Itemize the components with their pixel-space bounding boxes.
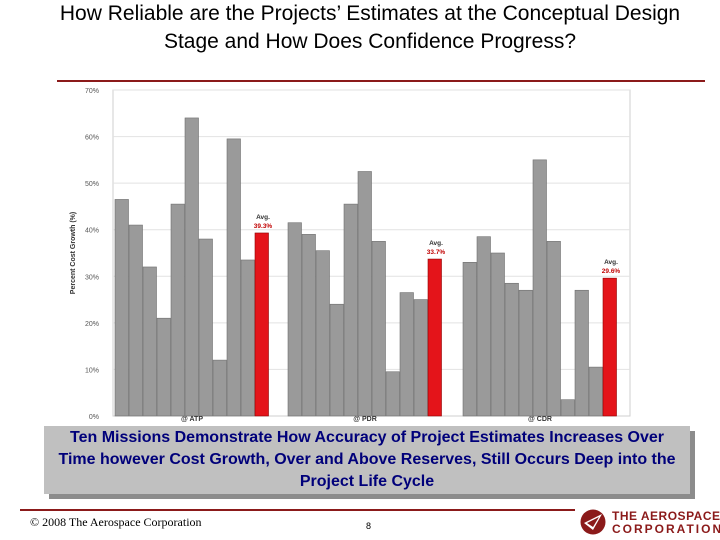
y-tick-label: 60%	[85, 135, 99, 142]
y-tick-label: 30%	[85, 274, 99, 281]
avg-label: Avg.	[429, 240, 443, 247]
avg-value-label: 29.6%	[602, 268, 621, 275]
bar	[399, 292, 414, 417]
group-label: @ CDR	[528, 416, 552, 423]
bar	[156, 317, 171, 417]
bar	[385, 371, 400, 417]
copyright-text: © 2008 The Aerospace Corporation	[30, 515, 202, 529]
bar	[198, 238, 213, 417]
cost-growth-chart: 0% 10% 20% 30% 40% 50% 60% 70% Percent Cost Grow…	[70, 88, 631, 423]
bar	[343, 203, 358, 417]
bar	[462, 262, 477, 417]
bar	[532, 159, 547, 417]
avg-bar	[602, 277, 617, 417]
bar	[329, 303, 344, 417]
slide-title: How Reliable are the Projects’ Estimates…	[59, 2, 681, 53]
bar	[476, 236, 491, 417]
bar	[184, 117, 199, 417]
y-axis-label: Percent Cost Growth (%)	[70, 212, 77, 294]
group-label: @ PDR	[353, 416, 377, 423]
y-tick-label: 10%	[85, 367, 99, 374]
bar	[226, 138, 241, 417]
y-tick-label: 70%	[85, 88, 99, 95]
callout-box: Ten Missions Demonstrate How Accuracy of…	[44, 426, 690, 494]
avg-value-label: 39.3%	[254, 223, 273, 230]
page-number: 8	[366, 521, 372, 531]
avg-label: Avg.	[604, 259, 618, 266]
bar	[142, 266, 157, 417]
bar	[371, 241, 386, 417]
bar	[588, 366, 603, 417]
bar	[212, 359, 227, 417]
y-tick-label: 0%	[89, 414, 99, 421]
avg-label: Avg.	[256, 214, 270, 221]
bar	[518, 289, 533, 417]
bar	[504, 282, 519, 417]
bar	[240, 259, 255, 417]
bar	[114, 199, 129, 417]
bar	[315, 250, 330, 417]
title-divider	[57, 80, 705, 82]
callout-text: Ten Missions Demonstrate How Accuracy of…	[58, 429, 676, 490]
bar	[560, 399, 575, 417]
y-tick-label: 40%	[85, 228, 99, 235]
logo-line-2: CORPORATION	[612, 522, 720, 536]
avg-bar	[254, 232, 269, 417]
bar	[128, 224, 143, 417]
bar	[546, 241, 561, 417]
aerospace-logo-icon	[580, 509, 606, 535]
group-label: @ ATP	[181, 416, 203, 423]
bar	[170, 203, 185, 417]
avg-value-label: 33.7%	[427, 249, 446, 256]
bar	[301, 234, 316, 417]
bar	[574, 289, 589, 417]
footer-divider	[20, 509, 575, 511]
bar	[287, 222, 302, 417]
logo-line-1: THE AEROSPACE	[612, 509, 720, 523]
bar	[413, 299, 428, 417]
y-tick-label: 50%	[85, 181, 99, 188]
bar	[490, 252, 505, 417]
avg-bar	[427, 258, 442, 417]
bar	[357, 171, 372, 417]
company-logo-text: THE AEROSPACE CORPORATION	[612, 510, 720, 536]
y-tick-label: 20%	[85, 321, 99, 328]
